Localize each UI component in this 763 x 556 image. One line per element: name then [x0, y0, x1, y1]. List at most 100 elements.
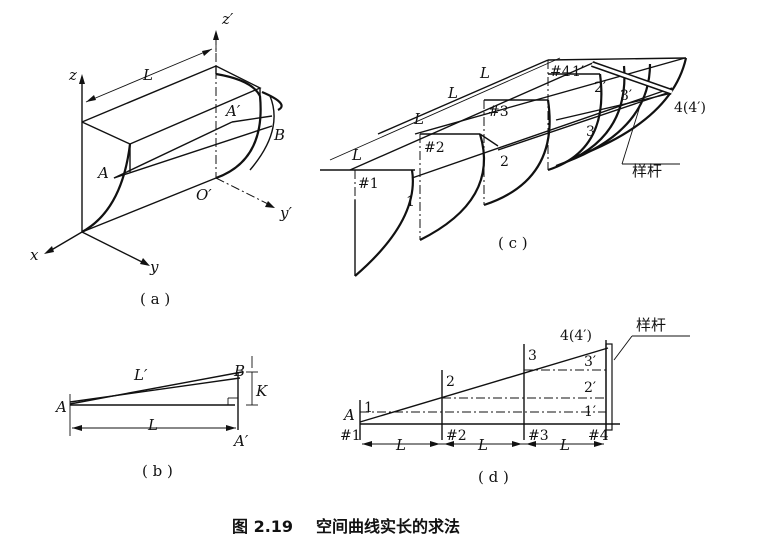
panel-b: A A′ B L′ L K ( b ) — [54, 356, 268, 480]
c-label-s4: #4 — [550, 64, 571, 80]
d-label-l2: L — [477, 436, 488, 454]
label-b-l: L — [147, 416, 158, 434]
label-x: x — [30, 246, 39, 264]
label-z-prime: z′ — [221, 10, 234, 28]
label-b-l-prime: L′ — [133, 366, 148, 384]
label-panel-c: ( c ) — [498, 234, 528, 252]
c-label-p3p: 3′ — [620, 88, 632, 104]
d-dim-arrow-3 — [444, 441, 454, 447]
d-dim-arrow-2 — [430, 441, 440, 447]
c-label-s2: #2 — [424, 140, 445, 156]
d-label-s2: #2 — [446, 428, 467, 444]
z-axis-arrow — [79, 74, 85, 84]
c-link-2 — [497, 91, 671, 151]
c-label-l4: L — [479, 64, 490, 82]
c-batten-leader — [621, 105, 641, 165]
y-axis-arrow — [140, 258, 150, 266]
d-dim-arrow-4 — [512, 441, 522, 447]
c-label-p1p: 1′ — [572, 64, 584, 80]
label-a: A — [96, 164, 109, 182]
figure-caption: 图 2.19 空间曲线实长的求法 — [232, 517, 460, 536]
d-label-l1: L — [395, 436, 406, 454]
d-label-l3: L — [559, 436, 570, 454]
c-curve-1 — [354, 169, 414, 277]
panel-d: A 1 #1 2 3 4(4′) 3′ 2′ 1′ #2 #3 #4 L L L… — [340, 316, 690, 486]
c-top-edge — [547, 57, 687, 61]
label-b-k: K — [255, 382, 268, 400]
d-label-s1: #1 — [340, 428, 361, 444]
d-label-1: 1 — [364, 400, 373, 416]
d-label-3p: 3′ — [584, 354, 596, 370]
d-label-batten: 样杆 — [636, 316, 666, 334]
figure-caption-text: 空间曲线实长的求法 — [316, 517, 460, 536]
d-label-a: A — [342, 406, 355, 424]
label-y: y — [149, 258, 159, 276]
d-hypotenuse — [359, 347, 609, 423]
c-label-s1: #1 — [358, 176, 379, 192]
d-label-s3: #3 — [528, 428, 549, 444]
d-dim-arrow-1 — [362, 441, 372, 447]
dim-l-arrow1 — [86, 95, 96, 102]
label-b-a-prime: A′ — [232, 432, 249, 450]
dim-l-arrow2 — [202, 49, 212, 56]
d-dim-arrow-6 — [594, 441, 604, 447]
label-b: B — [273, 126, 285, 144]
c-label-p4: 4(4′) — [674, 100, 706, 116]
d-dim-arrow-5 — [526, 441, 536, 447]
line-aprime-b — [231, 115, 273, 123]
c-label-batten: 样杆 — [632, 162, 662, 180]
x-axis-arrow — [44, 246, 54, 254]
back-curve-2 — [249, 95, 275, 171]
c-label-l2: L — [413, 110, 424, 128]
c-label-l3: L — [447, 84, 458, 102]
label-y-prime: y′ — [279, 204, 292, 222]
c-label-p1: 1 — [406, 194, 415, 210]
back-top-curve — [215, 72, 261, 97]
c-top-line-2 — [414, 57, 686, 135]
d-label-4: 4(4′) — [560, 328, 592, 344]
d-label-3: 3 — [528, 348, 537, 364]
c-curve-4d — [577, 57, 688, 158]
panel-c: L L L L #1 #2 #3 #4 1 2 3 1′ 2′ 3′ 4(4′)… — [320, 57, 706, 277]
c-label-s3: #3 — [488, 104, 509, 120]
c-label-p3: 3 — [586, 124, 595, 140]
c-label-l1: L — [351, 146, 362, 164]
label-b-a: A — [54, 398, 67, 416]
c-dim-line — [329, 57, 561, 161]
label-o-prime: O′ — [196, 186, 212, 204]
y-prime-arrow — [265, 201, 275, 208]
label-l-a: L — [142, 66, 153, 84]
c-top-line-1 — [349, 61, 596, 171]
dim-l-b-arrow1 — [72, 425, 82, 431]
label-z: z — [68, 66, 77, 84]
label-panel-a: ( a ) — [140, 290, 170, 308]
c-curve-3 — [483, 99, 551, 207]
line-a-b — [113, 125, 273, 179]
d-label-1p: 1′ — [584, 404, 596, 420]
c-top-line-3 — [377, 59, 549, 135]
d-batten-leader — [613, 335, 633, 361]
c-label-p2p: 2′ — [594, 80, 606, 96]
x-axis — [47, 231, 83, 253]
c-curve-2-rim — [479, 133, 499, 147]
dim-l-line — [85, 48, 213, 103]
y-axis — [81, 231, 147, 265]
back-curve-1 — [215, 95, 262, 180]
label-b-b: B — [233, 362, 245, 380]
figure-number: 图 2.19 — [232, 517, 293, 536]
label-a-prime: A′ — [224, 102, 241, 120]
line-a-b-2 — [69, 377, 241, 403]
panel-a: z z′ x y y′ O′ L A A′ B ( a ) — [30, 10, 292, 308]
label-panel-d: ( d ) — [478, 468, 509, 486]
z-prime-arrow — [213, 30, 219, 40]
d-label-2p: 2′ — [584, 380, 596, 396]
line-a-aprime — [113, 121, 233, 179]
front-curve — [81, 143, 132, 233]
line-a-b-true — [69, 371, 243, 405]
y-prime-axis — [215, 177, 271, 206]
c-label-p2: 2 — [500, 154, 509, 170]
back-rim — [261, 90, 283, 111]
c-link-3 — [555, 93, 669, 121]
label-panel-b: ( b ) — [142, 462, 173, 480]
